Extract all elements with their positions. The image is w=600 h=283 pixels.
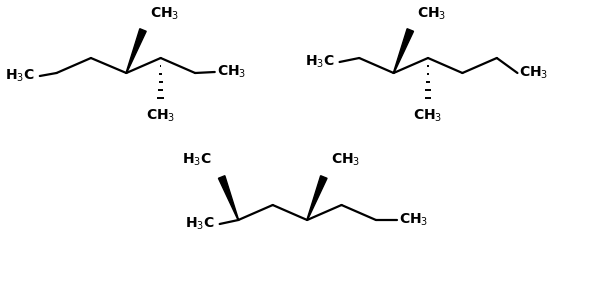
- Polygon shape: [394, 29, 413, 73]
- Text: CH$_3$: CH$_3$: [417, 6, 446, 22]
- Polygon shape: [218, 176, 239, 220]
- Text: CH$_3$: CH$_3$: [217, 64, 246, 80]
- Polygon shape: [307, 176, 327, 220]
- Polygon shape: [126, 29, 146, 73]
- Text: CH$_3$: CH$_3$: [146, 108, 175, 125]
- Text: H$_3$C: H$_3$C: [185, 216, 215, 232]
- Text: CH$_3$: CH$_3$: [150, 6, 179, 22]
- Text: H$_3$C: H$_3$C: [305, 54, 335, 70]
- Text: CH$_3$: CH$_3$: [331, 152, 360, 168]
- Text: H$_3$C: H$_3$C: [5, 68, 35, 84]
- Text: CH$_3$: CH$_3$: [398, 212, 428, 228]
- Text: CH$_3$: CH$_3$: [520, 65, 549, 81]
- Text: H$_3$C: H$_3$C: [182, 152, 212, 168]
- Text: CH$_3$: CH$_3$: [413, 108, 443, 125]
